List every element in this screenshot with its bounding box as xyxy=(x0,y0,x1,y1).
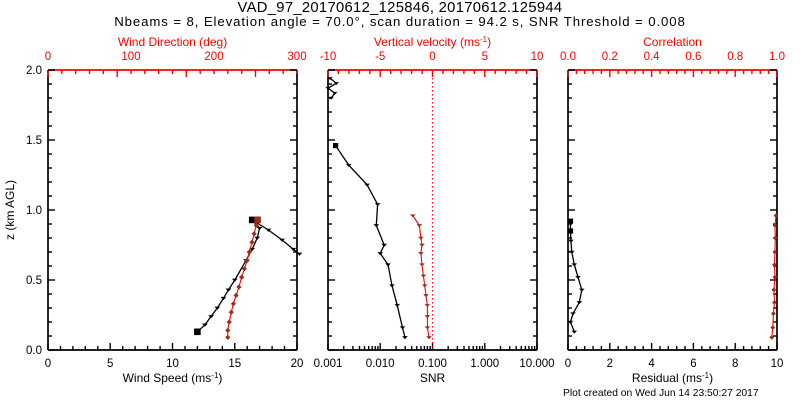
svg-text:0.6: 0.6 xyxy=(685,51,701,63)
svg-text:Correlation: Correlation xyxy=(643,35,702,49)
svg-text:Wind Speed (ms-1): Wind Speed (ms-1) xyxy=(123,371,223,386)
svg-text:15: 15 xyxy=(228,358,241,370)
svg-text:1.000: 1.000 xyxy=(470,358,499,370)
svg-text:2: 2 xyxy=(607,358,613,370)
svg-text:0.0: 0.0 xyxy=(560,51,576,63)
svg-text:0.4: 0.4 xyxy=(644,51,661,63)
svg-text:1.0: 1.0 xyxy=(26,205,42,217)
svg-text:-5: -5 xyxy=(375,51,385,63)
svg-text:200: 200 xyxy=(204,51,223,63)
svg-text:0.100: 0.100 xyxy=(418,358,447,370)
svg-text:10: 10 xyxy=(531,51,544,63)
svg-text:Residual (ms-1): Residual (ms-1) xyxy=(632,371,713,386)
svg-text:0.2: 0.2 xyxy=(602,51,618,63)
svg-text:Vertical velocity (ms-1): Vertical velocity (ms-1) xyxy=(374,35,491,50)
svg-text:1.0: 1.0 xyxy=(769,51,785,63)
svg-text:z (km AGL): z (km AGL) xyxy=(3,180,17,240)
svg-text:0: 0 xyxy=(45,358,51,370)
svg-text:100: 100 xyxy=(121,51,140,63)
svg-text:SNR: SNR xyxy=(420,371,446,385)
svg-text:0.010: 0.010 xyxy=(366,358,395,370)
svg-text:2.0: 2.0 xyxy=(26,65,42,77)
svg-text:10: 10 xyxy=(771,358,784,370)
svg-text:-10: -10 xyxy=(320,51,337,63)
svg-text:300: 300 xyxy=(287,51,306,63)
svg-text:1.5: 1.5 xyxy=(26,135,42,147)
svg-text:0: 0 xyxy=(565,358,571,370)
svg-text:0: 0 xyxy=(45,51,51,63)
svg-text:20: 20 xyxy=(291,358,304,370)
svg-text:5: 5 xyxy=(482,51,488,63)
svg-text:0.0: 0.0 xyxy=(26,345,42,357)
svg-text:0: 0 xyxy=(429,51,435,63)
svg-text:10.000: 10.000 xyxy=(519,358,554,370)
svg-text:5: 5 xyxy=(107,358,113,370)
svg-text:8: 8 xyxy=(732,358,738,370)
svg-text:0.5: 0.5 xyxy=(26,275,42,287)
svg-text:6: 6 xyxy=(690,358,696,370)
svg-text:10: 10 xyxy=(166,358,179,370)
svg-text:Plot created on Wed Jun 14 23:: Plot created on Wed Jun 14 23:50:27 2017 xyxy=(563,388,759,399)
svg-text:0.8: 0.8 xyxy=(727,51,743,63)
svg-text:0.001: 0.001 xyxy=(314,358,343,370)
svg-text:Wind Direction (deg): Wind Direction (deg) xyxy=(118,35,227,49)
svg-text:Nbeams = 8, Elevation angle =: Nbeams = 8, Elevation angle = 70.0°, sca… xyxy=(114,14,685,29)
svg-text:4: 4 xyxy=(648,358,655,370)
